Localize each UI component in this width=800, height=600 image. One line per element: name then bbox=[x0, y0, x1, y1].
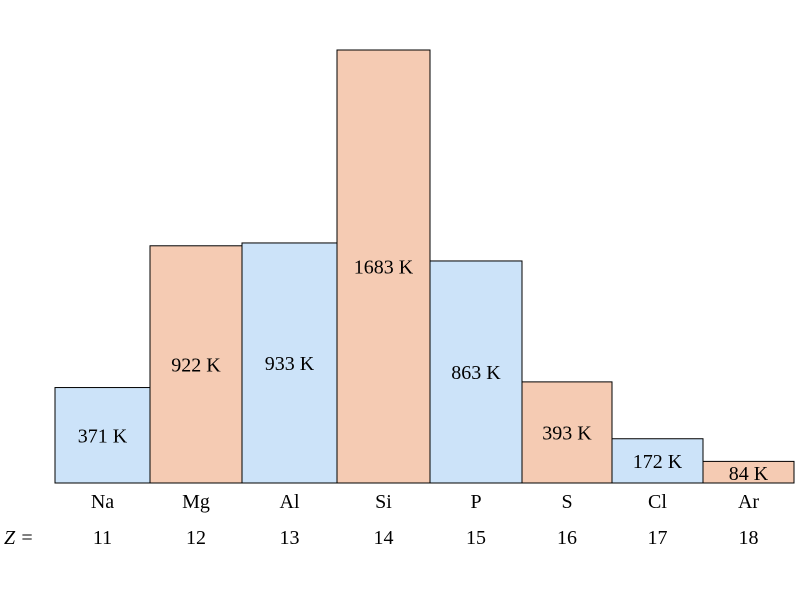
bars-layer bbox=[54, 49, 795, 484]
atomic-number-label-s: 16 bbox=[557, 527, 577, 549]
value-label-s: 393 K bbox=[542, 422, 592, 444]
atomic-number-label-cl: 17 bbox=[648, 527, 668, 549]
atomic-number-label-mg: 12 bbox=[186, 527, 206, 549]
x-tick-label-p: P bbox=[470, 491, 481, 513]
bar-mg bbox=[149, 245, 243, 484]
x-tick-label-na: Na bbox=[91, 491, 114, 513]
bar-al bbox=[241, 242, 338, 484]
bar-na bbox=[54, 387, 151, 484]
atomic-number-label-ar: 18 bbox=[739, 527, 759, 549]
atomic-number-label-si: 14 bbox=[374, 527, 394, 549]
value-label-si: 1683 K bbox=[354, 257, 414, 279]
z-row-label: Z = bbox=[4, 527, 34, 549]
value-label-mg: 922 K bbox=[171, 354, 221, 376]
x-tick-label-mg: Mg bbox=[182, 491, 210, 513]
x-tick-label-cl: Cl bbox=[648, 491, 667, 513]
x-tick-label-al: Al bbox=[280, 491, 300, 513]
x-tick-label-s: S bbox=[561, 491, 572, 513]
atomic-number-label-al: 13 bbox=[280, 527, 300, 549]
bar-s bbox=[521, 381, 613, 484]
x-tick-label-ar: Ar bbox=[738, 491, 759, 513]
value-label-p: 863 K bbox=[451, 362, 501, 384]
bar-ar bbox=[702, 460, 795, 484]
x-tick-label-si: Si bbox=[375, 491, 392, 513]
value-label-al: 933 K bbox=[265, 353, 315, 375]
value-label-ar: 84 K bbox=[729, 463, 769, 485]
atomic-number-label-na: 11 bbox=[93, 527, 112, 549]
value-label-na: 371 K bbox=[78, 425, 128, 447]
bar-cl bbox=[611, 438, 704, 484]
labels-layer: 371 K Na 11 922 K Mg 12 933 K Al 13 1683 K Si 14 863… bbox=[78, 257, 769, 550]
bar-p bbox=[429, 260, 523, 484]
value-label-cl: 172 K bbox=[633, 451, 683, 473]
bar-si bbox=[336, 49, 431, 484]
atomic-number-label-p: 15 bbox=[466, 527, 486, 549]
